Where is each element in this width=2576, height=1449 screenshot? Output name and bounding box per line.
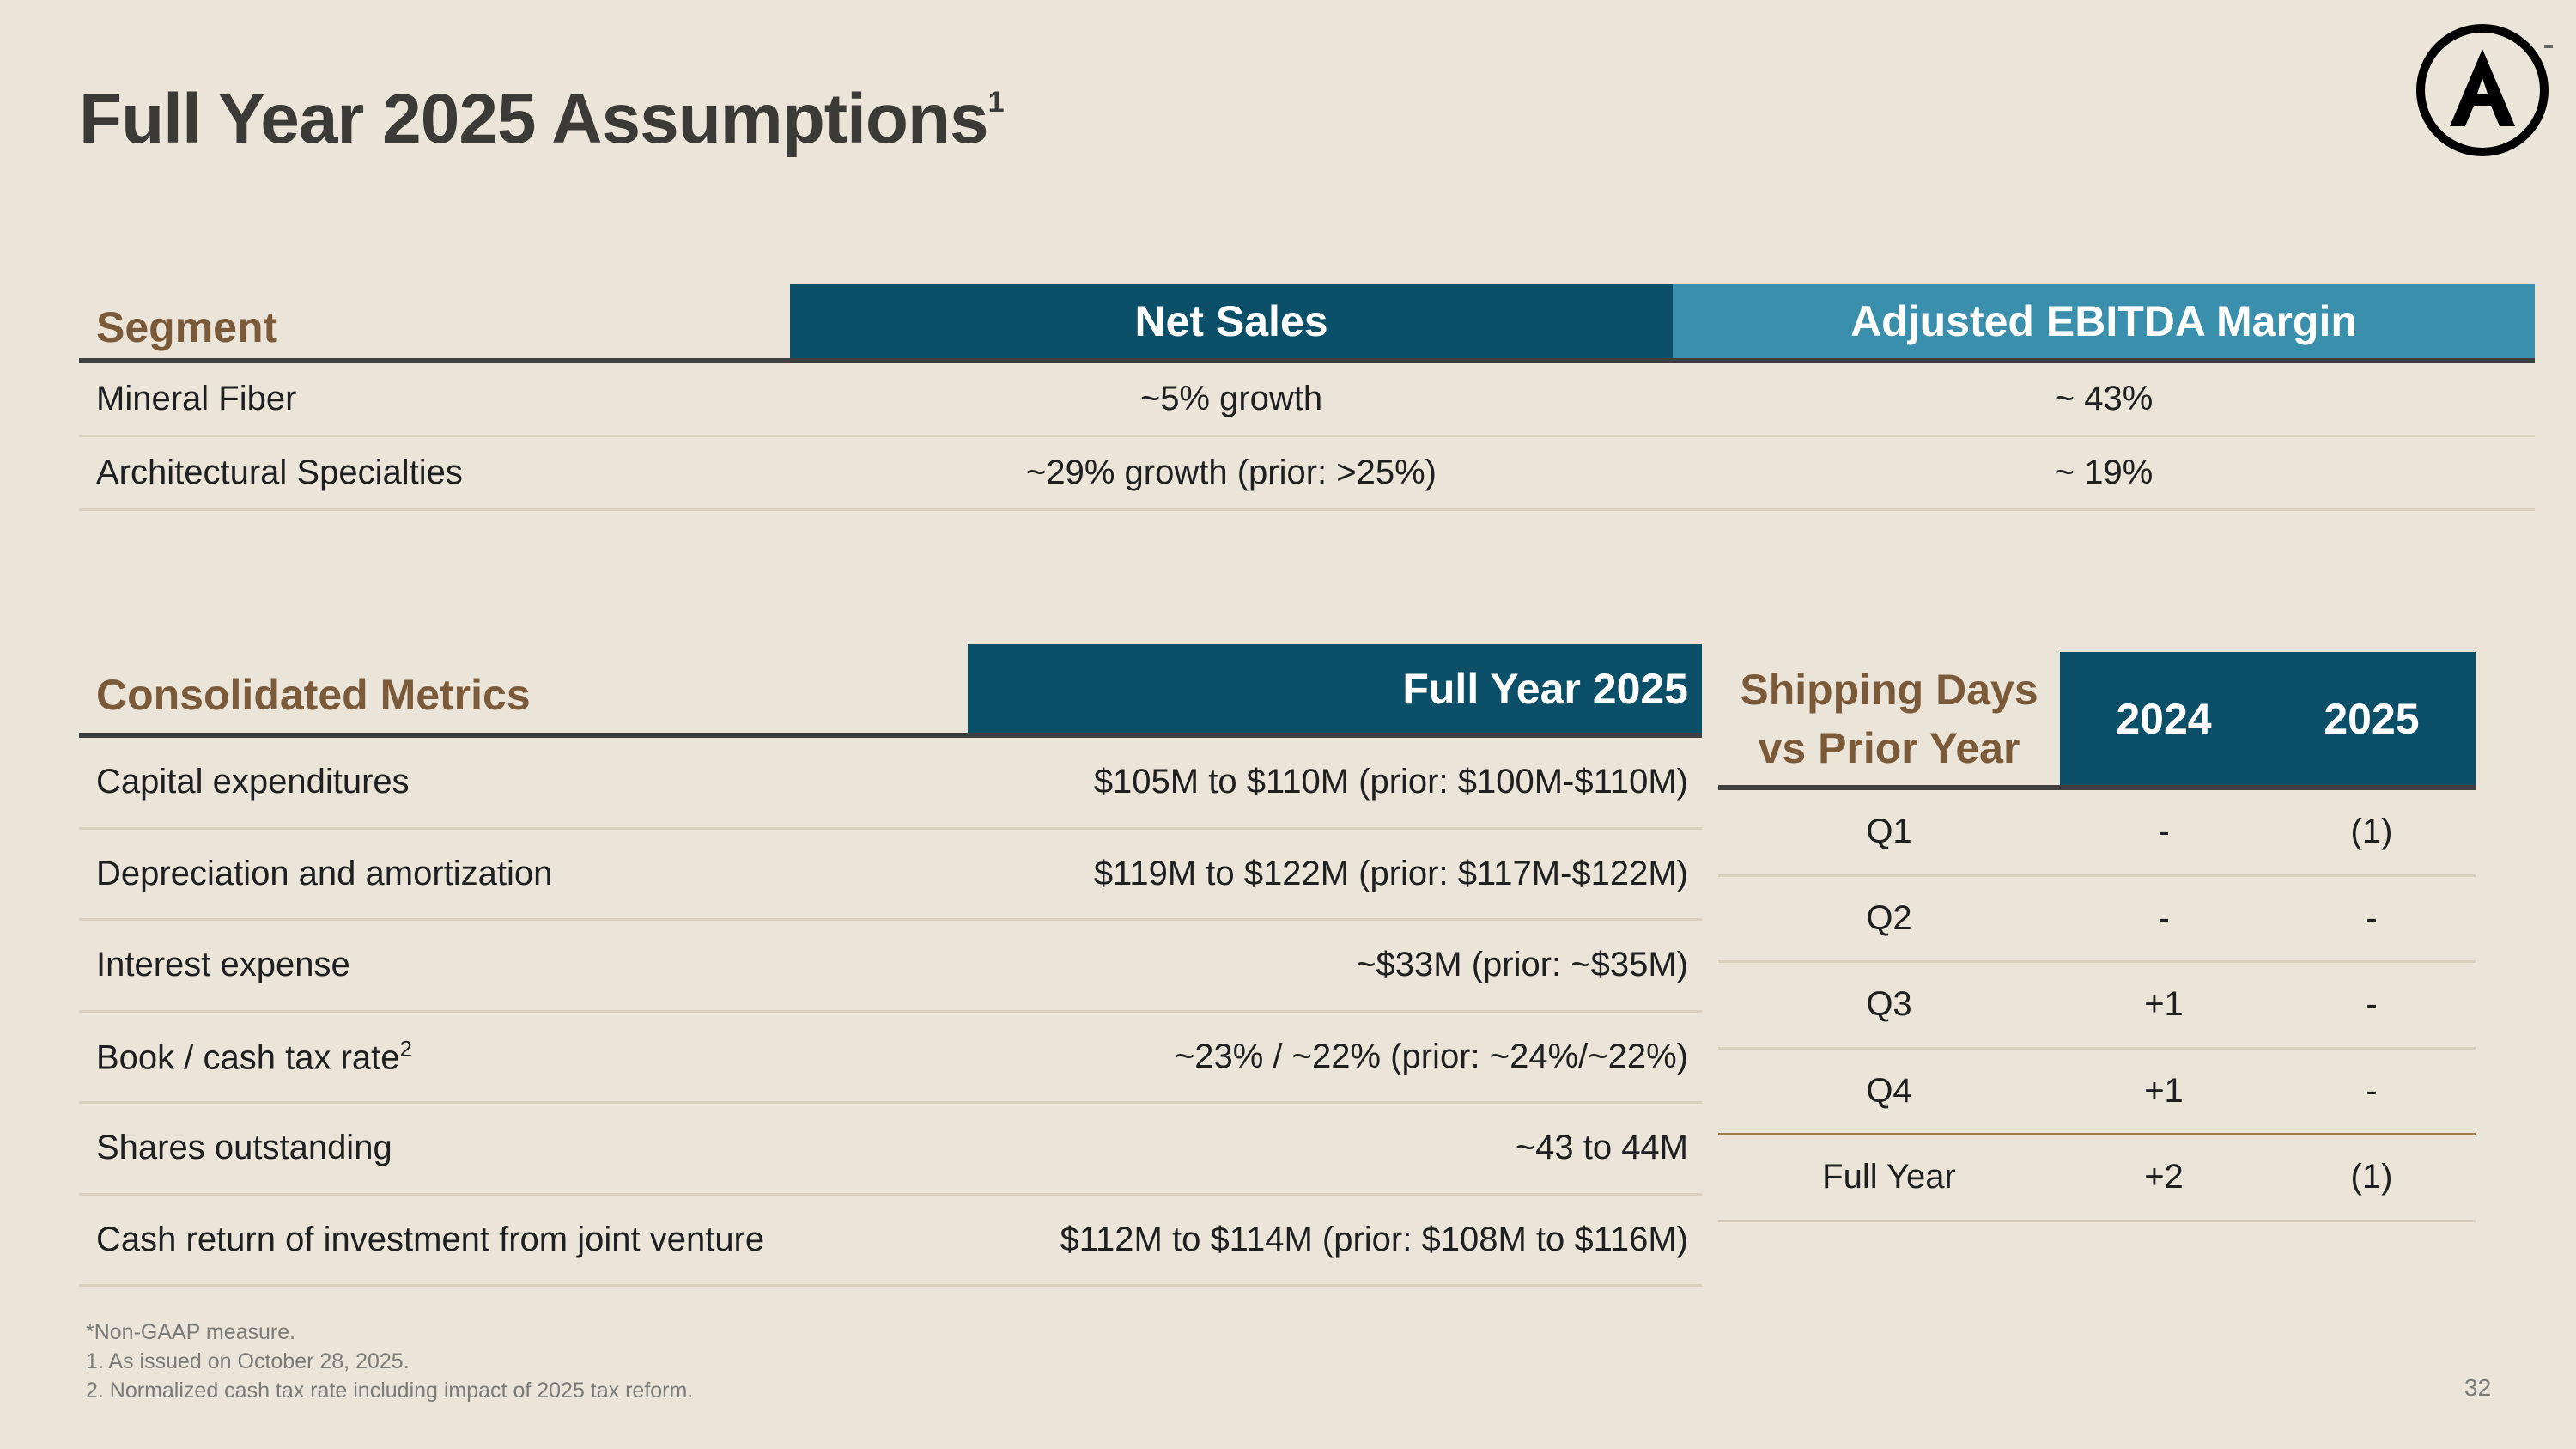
footnote-ref: 2 bbox=[399, 1036, 412, 1062]
year-2025-header: 2025 bbox=[2268, 652, 2476, 785]
days-2025: - bbox=[2366, 985, 2378, 1024]
page-title: Full Year 2025 Assumptions1 bbox=[79, 79, 1005, 160]
table-row: Full Year +2 (1) bbox=[1718, 1135, 2476, 1222]
net-sales-value: ~5% growth bbox=[1139, 380, 1323, 417]
net-sales-header: Net Sales bbox=[790, 284, 1673, 358]
metric-label: Interest expense bbox=[79, 946, 968, 984]
metric-label: Capital expenditures bbox=[79, 763, 968, 801]
shipping-days-table: Shipping Days vs Prior Year 2024 2025 Q1… bbox=[1718, 652, 2476, 1222]
days-2024: +2 bbox=[2144, 1158, 2184, 1196]
shipping-header-line1: Shipping Days bbox=[1740, 665, 2038, 714]
metric-label: Depreciation and amortization bbox=[79, 855, 968, 893]
segment-header: Segment bbox=[96, 303, 278, 351]
table-row: Q4 +1 - bbox=[1718, 1050, 2476, 1135]
segment-name: Mineral Fiber bbox=[96, 380, 297, 417]
metric-label-text: Interest expense bbox=[96, 946, 350, 984]
footnote-1: 1. As issued on October 28, 2025. bbox=[86, 1349, 410, 1373]
table-row: Cash return of investment from joint ven… bbox=[79, 1196, 1702, 1287]
segment-table: Segment Net Sales Adjusted EBITDA Margin… bbox=[79, 284, 2535, 511]
metric-label-text: Book / cash tax rate bbox=[96, 1038, 400, 1077]
days-2024: - bbox=[2158, 898, 2170, 937]
table-row: Mineral Fiber ~5% growth ~ 43% bbox=[79, 363, 2535, 437]
segment-name: Architectural Specialties bbox=[96, 454, 463, 491]
metric-label-text: Depreciation and amortization bbox=[96, 854, 553, 892]
table-row: Depreciation and amortization $119M to $1… bbox=[79, 830, 1702, 921]
header-rule bbox=[79, 358, 2535, 363]
footnote-2: 2. Normalized cash tax rate including im… bbox=[86, 1379, 694, 1403]
page-number: 32 bbox=[2464, 1374, 2492, 1401]
brand-logo bbox=[2416, 24, 2553, 156]
net-sales-value: ~29% growth (prior: >25%) bbox=[1025, 454, 1437, 491]
period-label: Q1 bbox=[1866, 813, 1912, 851]
metric-label: Shares outstanding bbox=[79, 1129, 968, 1167]
metric-label: Book / cash tax rate2 bbox=[79, 1036, 968, 1077]
table-row: Q1 - (1) bbox=[1718, 790, 2476, 877]
table-row: Capital expenditures $105M to $110M (prio… bbox=[79, 738, 1702, 830]
table-row: Book / cash tax rate2 ~23% / ~22% (prior:… bbox=[79, 1013, 1702, 1104]
metric-value: $119M to $122M (prior: $117M-$122M) bbox=[1093, 854, 1688, 892]
title-footnote-ref: 1 bbox=[987, 86, 1005, 119]
days-2024: - bbox=[2158, 813, 2170, 851]
title-text: Full Year 2025 Assumptions bbox=[79, 80, 989, 158]
days-2025: - bbox=[2366, 1071, 2378, 1110]
ebitda-margin-value: ~ 43% bbox=[2054, 380, 2154, 417]
shipping-days-header: Shipping Days vs Prior Year bbox=[1718, 652, 2060, 785]
consolidated-header: Consolidated Metrics bbox=[96, 670, 531, 719]
metric-value: $105M to $110M (prior: $100M-$110M) bbox=[1093, 763, 1688, 801]
metric-label: Cash return of investment from joint ven… bbox=[79, 1221, 968, 1259]
period-label: Q3 bbox=[1866, 985, 1912, 1024]
period-label: Full Year bbox=[1822, 1158, 1956, 1196]
metric-value: ~43 to 44M bbox=[1515, 1129, 1688, 1167]
year-2024-header: 2024 bbox=[2060, 652, 2268, 785]
days-2025: - bbox=[2366, 898, 2378, 937]
metric-value: $112M to $114M (prior: $108M to $116M) bbox=[1060, 1220, 1688, 1258]
metric-label-text: Shares outstanding bbox=[96, 1129, 392, 1167]
days-2025: (1) bbox=[2350, 813, 2393, 851]
period-label: Q4 bbox=[1866, 1071, 1912, 1110]
footnote-nongaap: *Non-GAAP measure. bbox=[86, 1320, 296, 1344]
period-label: Q2 bbox=[1866, 898, 1912, 937]
days-2024: +1 bbox=[2144, 985, 2184, 1024]
header-rule bbox=[79, 733, 1702, 738]
full-year-header: Full Year 2025 bbox=[968, 644, 1702, 733]
table-row: Architectural Specialties ~29% growth (pr… bbox=[79, 437, 2535, 511]
table-row: Shares outstanding ~43 to 44M bbox=[79, 1104, 1702, 1196]
ebitda-margin-header: Adjusted EBITDA Margin bbox=[1673, 284, 2535, 358]
table-row: Q2 - - bbox=[1718, 877, 2476, 963]
metric-label-text: Capital expenditures bbox=[96, 763, 410, 801]
ebitda-margin-value: ~ 19% bbox=[2054, 454, 2154, 491]
header-rule bbox=[1718, 785, 2476, 790]
days-2024: +1 bbox=[2144, 1071, 2184, 1110]
table-row: Interest expense ~$33M (prior: ~$35M) bbox=[79, 921, 1702, 1013]
metric-value: ~$33M (prior: ~$35M) bbox=[1356, 946, 1688, 984]
shipping-header-line2: vs Prior Year bbox=[1758, 723, 2020, 772]
metric-label-text: Cash return of investment from joint ven… bbox=[96, 1220, 765, 1258]
days-2025: (1) bbox=[2350, 1158, 2393, 1196]
table-row: Q3 +1 - bbox=[1718, 963, 2476, 1050]
consolidated-table: Consolidated Metrics Full Year 2025 Capi… bbox=[79, 644, 1702, 1287]
metric-value: ~23% / ~22% (prior: ~24%/~22%) bbox=[1174, 1037, 1688, 1075]
